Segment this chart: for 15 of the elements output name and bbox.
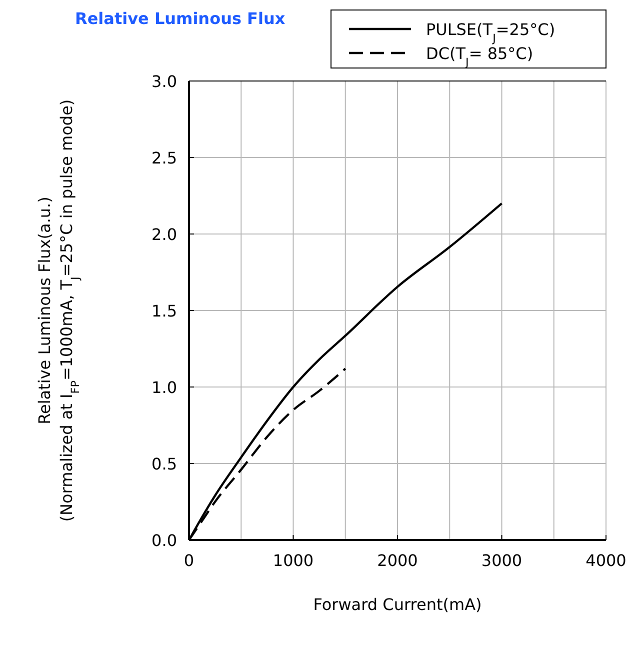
y-tick-label: 0.5 <box>152 454 177 474</box>
x-axis-title: Forward Current(mA) <box>313 595 482 614</box>
x-tick-label: 2000 <box>377 551 418 570</box>
x-tick-label: 1000 <box>272 551 314 570</box>
y-tick-label: 1.5 <box>152 302 177 320</box>
y-tick-label: 3.0 <box>152 72 177 91</box>
legend-label: PULSE(T$_{J}$=25°C) <box>426 20 556 44</box>
x-tick-label: 3000 <box>481 551 522 570</box>
chart-title: Relative Luminous Flux <box>75 9 286 28</box>
y-tick-label: 0.0 <box>152 531 177 550</box>
y-tick-label: 1.0 <box>152 378 177 397</box>
y-tick-label: 2.5 <box>152 148 177 168</box>
x-tick-label: 0 <box>184 551 194 570</box>
x-tick-label: 4000 <box>586 551 626 570</box>
y-tick-label: 2.0 <box>152 225 177 244</box>
